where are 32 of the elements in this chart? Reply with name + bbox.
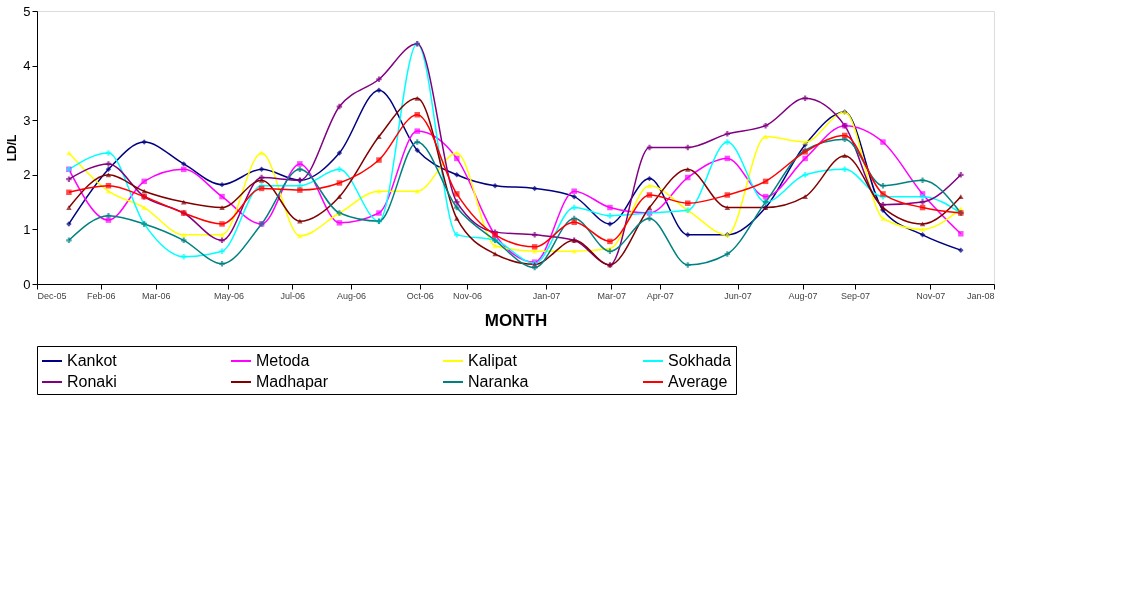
x-tick-label: Jan-07 (532, 290, 561, 301)
y-tick-label: 0 (23, 276, 31, 292)
legend-label: Ronaki (67, 373, 117, 390)
x-tick-label: Sep-07 (840, 290, 870, 301)
x-tick-label: Jul-06 (280, 290, 305, 301)
legend-label: Sokhada (668, 352, 732, 369)
x-tick-label: Jun-07 (724, 290, 752, 301)
legend-label: Kankot (67, 352, 118, 369)
legend-label: Average (668, 373, 728, 390)
legend-label: Madhapar (256, 373, 329, 390)
x-tick-label: Oct-06 (406, 290, 434, 301)
x-tick-label: Aug-07 (788, 290, 818, 301)
x-tick-label: Nov-06 (453, 290, 483, 301)
legend-label: Metoda (256, 352, 310, 369)
x-axis-title: MONTH (484, 310, 548, 330)
y-axis-title: LD/L (5, 134, 20, 162)
x-tick-label: Apr-07 (646, 290, 674, 301)
y-tick-label: 2 (23, 167, 31, 183)
legend-label: Kalipat (468, 352, 518, 369)
y-tick-label: 5 (23, 3, 31, 19)
x-tick-label: Dec-05 (37, 290, 67, 301)
x-tick-label: Mar-07 (597, 290, 626, 301)
y-tick-label: 1 (23, 221, 31, 237)
legend-label: Naranka (468, 373, 529, 390)
x-tick-label: May-06 (213, 290, 244, 301)
x-tick-label: Nov-07 (916, 290, 946, 301)
x-tick-label: Aug-06 (336, 290, 366, 301)
x-tick-label: Mar-06 (141, 290, 171, 301)
x-tick-label: Jan-08 (966, 290, 995, 301)
x-tick-label: Feb-06 (87, 290, 116, 301)
y-tick-label: 3 (23, 112, 31, 128)
y-tick-label: 4 (23, 58, 31, 74)
